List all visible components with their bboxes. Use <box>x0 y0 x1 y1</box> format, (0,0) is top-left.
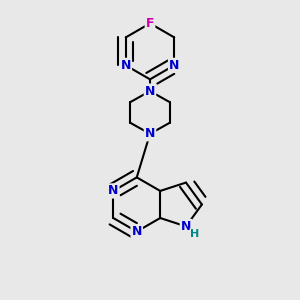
Text: N: N <box>145 85 155 98</box>
Text: N: N <box>169 59 179 72</box>
Text: H: H <box>190 229 200 239</box>
Text: N: N <box>181 220 191 233</box>
Text: N: N <box>108 184 119 197</box>
Text: N: N <box>121 59 131 72</box>
Text: N: N <box>132 225 142 238</box>
Text: F: F <box>146 17 154 30</box>
Text: N: N <box>145 127 155 140</box>
